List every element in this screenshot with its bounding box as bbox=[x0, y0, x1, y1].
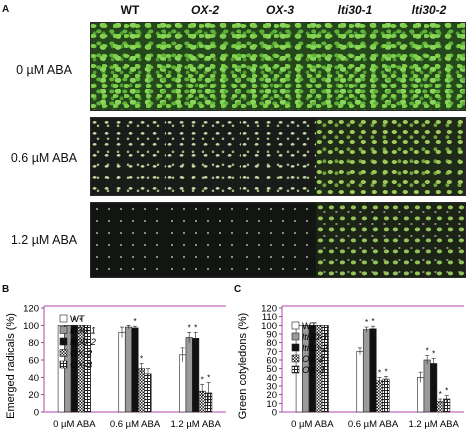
chart-c-legend-label-1: lti30-1 bbox=[302, 332, 328, 343]
chart-b-bar-0-1 bbox=[118, 331, 126, 413]
chart-b-significance-mark: * bbox=[73, 316, 76, 325]
chart-c-ytick-label: 70 bbox=[266, 347, 277, 358]
genotype-label-wt: WT bbox=[120, 3, 140, 17]
panel-b-letter: B bbox=[2, 284, 10, 295]
chart-b-legend-label-3: OX-2 bbox=[70, 349, 93, 360]
chart-c-significance-mark: * bbox=[365, 318, 368, 327]
chart-b-significance-mark: * bbox=[79, 316, 82, 325]
chart-c-legend-swatch-0 bbox=[291, 321, 300, 330]
chart-c-significance-mark: * bbox=[371, 317, 374, 326]
chart-c-significance-mark: * bbox=[378, 368, 381, 377]
chart-b-bar-4-1 bbox=[144, 373, 152, 413]
chart-b-significance-mark: * bbox=[201, 375, 204, 384]
chart-c-legend-label-0: WT bbox=[302, 321, 317, 332]
chart-b-bar-3-1 bbox=[137, 368, 146, 413]
chart-b-legend-label-1: lti30-1 bbox=[70, 326, 96, 337]
chart-b-ytick-label: 60 bbox=[28, 356, 39, 367]
chart-c-bar-2-1 bbox=[369, 328, 377, 413]
chart-b-ytick-label: 120 bbox=[23, 304, 39, 315]
chart-c-significance-mark: * bbox=[384, 367, 387, 376]
chart-c-legend-swatch-4 bbox=[291, 365, 300, 374]
chart-b-significance-mark: * bbox=[133, 317, 136, 326]
genotype-label-ox2: OX-2 bbox=[190, 3, 219, 17]
chart-c: Green cotyledons (%) 0102030405060708090… bbox=[237, 304, 464, 430]
chart-b-legend-swatch-3 bbox=[59, 349, 68, 357]
condition-label-0: 0 µM ABA bbox=[16, 63, 72, 77]
chart-c-bar-1-1 bbox=[362, 329, 371, 413]
chart-c-bar-0-1 bbox=[356, 351, 364, 413]
chart-c-ytick-label: 90 bbox=[266, 330, 277, 341]
chart-c-bar-2-2 bbox=[430, 363, 438, 413]
chart-b-ylabel: Emerged radicals (%) bbox=[5, 313, 17, 419]
chart-b-ytick-label: 80 bbox=[28, 338, 39, 349]
chart-b-bar-2-2 bbox=[192, 338, 200, 413]
chart-b-category-label: 1.2 µM ABA bbox=[170, 419, 221, 430]
chart-c-ytick-label: 50 bbox=[266, 364, 277, 375]
seedling-photo-row-1-2 bbox=[90, 202, 466, 278]
panel-a-letter: A bbox=[2, 4, 10, 15]
chart-c-bar-1-2 bbox=[423, 359, 431, 413]
chart-b-bar-4-0 bbox=[83, 325, 91, 413]
chart-b-significance-mark: * bbox=[207, 374, 210, 383]
chart-c-significance-mark: * bbox=[432, 349, 435, 358]
chart-c-category-label: 0.6 µM ABA bbox=[348, 419, 399, 430]
chart-c-ytick-label: 120 bbox=[261, 304, 277, 315]
chart-c-category-label: 0 µM ABA bbox=[291, 419, 334, 430]
chart-b-bar-1-2 bbox=[185, 337, 193, 413]
chart-b-legend-swatch-2 bbox=[59, 337, 68, 346]
chart-c-category-label: 1.2 µM ABA bbox=[408, 419, 459, 430]
chart-c-ytick-label: 10 bbox=[266, 399, 277, 410]
chart-b-legend-swatch-1 bbox=[59, 326, 68, 334]
chart-b-ytick-label: 0 bbox=[34, 408, 39, 419]
chart-b-ytick-label: 20 bbox=[28, 390, 39, 401]
chart-b-legend-label-4: OX-3 bbox=[70, 360, 93, 371]
chart-b-legend-label-2: lti30-2 bbox=[70, 337, 97, 348]
chart-c-legend-swatch-1 bbox=[291, 332, 300, 341]
chart-c-ytick-label: 30 bbox=[266, 382, 277, 393]
chart-c-bar-3-1 bbox=[375, 380, 384, 413]
chart-c-bar-0-2 bbox=[417, 377, 425, 413]
chart-c-significance-mark: * bbox=[439, 390, 442, 399]
seedling-photo-row-0-6 bbox=[90, 117, 466, 196]
chart-c-ytick-label: 60 bbox=[266, 356, 277, 367]
chart-b-ytick-label: 40 bbox=[28, 373, 39, 384]
chart-b-category-label: 0 µM ABA bbox=[53, 419, 96, 430]
chart-c-bar-4-1 bbox=[382, 378, 390, 413]
seedling-photo-row-0 bbox=[90, 22, 466, 111]
chart-b-bar-0-2 bbox=[179, 354, 187, 413]
chart-c-legend-label-3: OX-2 bbox=[302, 354, 325, 365]
panel-c-letter: C bbox=[234, 284, 242, 295]
chart-c-ytick-label: 80 bbox=[266, 338, 277, 349]
chart-c-ytick-label: 40 bbox=[266, 373, 277, 384]
genotype-label-lti30-1: lti30-1 bbox=[337, 3, 373, 17]
chart-c-legend-label-4: OX-3 bbox=[302, 365, 325, 376]
chart-b-significance-mark: * bbox=[140, 354, 143, 363]
genotype-label-lti30-2: lti30-2 bbox=[411, 3, 447, 17]
condition-label-0-6: 0.6 µM ABA bbox=[10, 151, 78, 165]
chart-b-ytick-label: 100 bbox=[23, 321, 39, 332]
chart-b-bar-2-1 bbox=[131, 327, 139, 413]
genotype-label-ox3: OX-3 bbox=[265, 3, 294, 17]
chart-c-ytick-label: 20 bbox=[266, 390, 277, 401]
chart-c-ytick-label: 100 bbox=[261, 321, 277, 332]
chart-c-legend-swatch-2 bbox=[291, 343, 300, 352]
chart-b-significance-mark: * bbox=[194, 323, 197, 332]
chart-b-legend-swatch-0 bbox=[59, 314, 68, 323]
chart-c-significance-mark: * bbox=[426, 347, 429, 356]
condition-label-1-2: 1.2 µM ABA bbox=[10, 233, 78, 247]
chart-b-category-label: 0.6 µM ABA bbox=[110, 419, 161, 430]
chart-c-legend-swatch-3 bbox=[291, 354, 300, 363]
chart-c-ytick-label: 110 bbox=[262, 312, 277, 323]
chart-c-bar-4-0 bbox=[321, 325, 329, 413]
chart-c-ytick-label: 0 bbox=[272, 408, 277, 419]
chart-b-legend-swatch-4 bbox=[59, 360, 68, 369]
chart-c-ylabel: Green cotyledons (%) bbox=[237, 313, 249, 419]
chart-c-legend-label-2: lti30-2 bbox=[302, 343, 329, 354]
chart-b-bar-1-1 bbox=[124, 326, 133, 413]
chart-b-significance-mark: * bbox=[188, 323, 191, 332]
chart-b-legend-label-0: WT bbox=[70, 314, 85, 325]
chart-c-significance-mark: * bbox=[445, 387, 448, 396]
